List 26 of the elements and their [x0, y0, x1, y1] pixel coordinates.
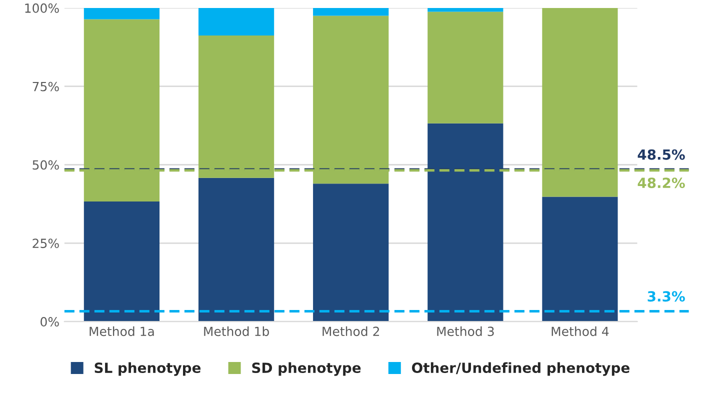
x-tick-label: Method 3 — [437, 326, 494, 336]
bar — [313, 184, 389, 322]
y-tick-label: 50% — [32, 160, 59, 170]
ref-line-label: 48.2% — [638, 178, 685, 188]
legend-label: Other/Undefined phenotype — [412, 362, 630, 376]
y-tick-label: 0% — [40, 317, 59, 326]
bar — [198, 178, 274, 322]
bar — [84, 8, 160, 20]
ref-line-label: 48.5% — [638, 149, 685, 160]
legend-label: SD phenotype — [252, 362, 361, 376]
y-tick-label: 75% — [32, 82, 59, 92]
bar — [428, 8, 504, 12]
x-tick-label: Method 2 — [322, 326, 379, 336]
x-tick-label: Method 1a — [90, 326, 154, 336]
legend-label: SL phenotype — [94, 362, 201, 376]
bar — [428, 12, 504, 124]
bar — [428, 123, 504, 322]
bar — [542, 196, 618, 322]
y-tick-label: 100% — [25, 3, 59, 13]
x-tick-label: Method 4 — [552, 326, 609, 336]
bar — [313, 8, 389, 16]
bar — [84, 201, 160, 322]
bar — [198, 8, 274, 36]
ref-line-label: 3.3% — [648, 291, 685, 302]
x-tick-label: Method 1b — [204, 326, 269, 336]
y-tick-label: 25% — [32, 238, 59, 248]
